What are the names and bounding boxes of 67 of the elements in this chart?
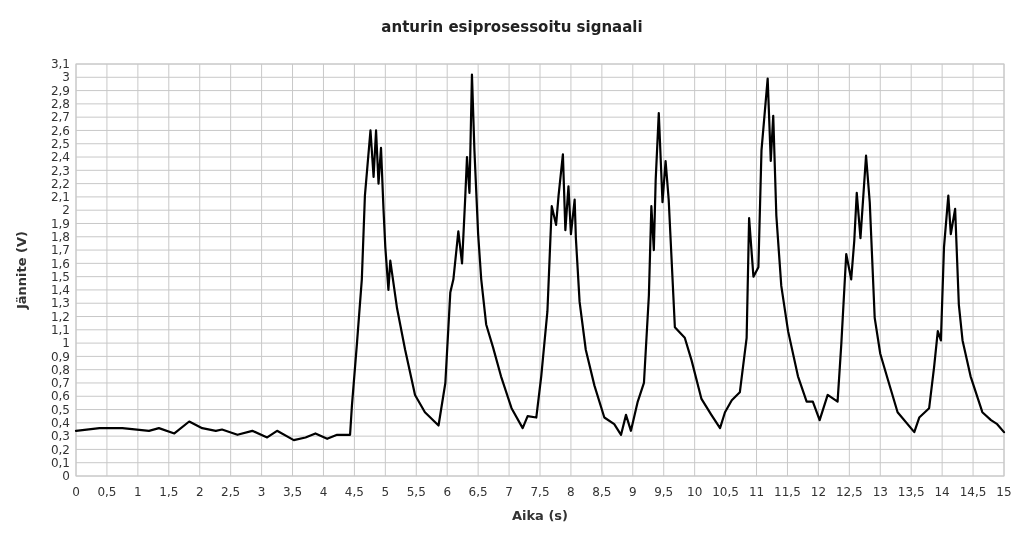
x-tick-label: 5,5 — [406, 485, 426, 499]
y-tick-label: 0,9 — [50, 349, 70, 364]
x-tick-label: 6,5 — [468, 485, 488, 499]
x-tick-label: 14 — [934, 485, 950, 499]
x-tick-label: 3 — [257, 485, 266, 499]
x-tick-label: 9 — [628, 485, 637, 499]
x-tick-label: 6 — [443, 485, 452, 499]
y-tick-label: 2,7 — [50, 110, 70, 125]
x-tick-label: 1 — [134, 485, 142, 499]
y-tick-label: 0,4 — [50, 416, 70, 431]
x-tick-label: 0,5 — [97, 485, 117, 499]
y-tick-label: 1,1 — [50, 323, 70, 338]
y-tick-label: 1,6 — [50, 256, 70, 271]
y-tick-label: 2,4 — [50, 150, 70, 165]
x-tick-label: 7 — [505, 485, 513, 499]
x-tick-label: 11,5 — [774, 485, 801, 499]
y-tick-label: 2,3 — [50, 163, 70, 178]
x-tick-label: 8,5 — [592, 485, 612, 499]
x-tick-label: 12 — [810, 485, 827, 499]
x-tick-label: 14,5 — [959, 485, 987, 499]
y-tick-label: 1,9 — [50, 216, 70, 231]
x-tick-label: 2,5 — [221, 485, 241, 499]
x-tick-label: 12,5 — [835, 485, 863, 499]
y-tick-label: 1,3 — [50, 296, 70, 311]
y-tick-label: 1,4 — [50, 283, 70, 298]
y-tick-label: 2 — [62, 203, 70, 218]
y-tick-label: 2,6 — [50, 123, 70, 138]
y-tick-label: 0,7 — [50, 376, 70, 391]
y-tick-label: 2,9 — [50, 83, 70, 98]
y-tick-label: 1,5 — [50, 269, 70, 284]
y-tick-label: 2,1 — [50, 190, 70, 205]
x-tick-label: 1,5 — [159, 485, 179, 499]
x-tick-label: 2 — [195, 485, 204, 499]
y-tick-label: 1,7 — [50, 243, 70, 258]
x-tick-label: 13,5 — [897, 485, 925, 499]
x-tick-label: 4 — [319, 485, 328, 499]
y-tick-label: 2,8 — [50, 97, 70, 112]
x-tick-label: 11 — [748, 485, 765, 499]
y-tick-label: 0,2 — [50, 442, 70, 457]
x-tick-label: 9,5 — [654, 485, 674, 499]
y-tick-label: 1,2 — [50, 309, 70, 324]
y-tick-label: 0,8 — [50, 362, 70, 377]
x-tick-label: 5 — [381, 485, 390, 499]
x-axis-title: Aika (s) — [511, 508, 569, 523]
y-tick-label: 0,6 — [50, 389, 70, 404]
y-tick-label: 2,5 — [50, 136, 70, 151]
x-tick-label: 15 — [996, 485, 1012, 499]
y-tick-label: 0,3 — [50, 429, 70, 444]
x-tick-label: 3,5 — [282, 485, 303, 499]
x-tick-label: 7,5 — [530, 485, 550, 499]
x-tick-label: 10,5 — [712, 485, 739, 499]
y-tick-label: 1 — [62, 336, 70, 351]
x-tick-label: 8 — [567, 485, 575, 499]
x-tick-label: 4,5 — [344, 485, 364, 499]
y-tick-label: 0,5 — [50, 402, 70, 417]
y-tick-label: 3 — [62, 70, 70, 85]
x-tick-label: 13 — [872, 485, 888, 499]
y-axis-title: Jännite (V) — [14, 230, 29, 311]
line-series — [74, 73, 1006, 442]
y-tick-label: 3,1 — [50, 57, 70, 72]
y-tick-label: 0,1 — [50, 455, 70, 470]
y-tick-label: 2,2 — [50, 176, 70, 191]
x-tick-label: 0 — [72, 485, 80, 499]
x-tick-label: 10 — [687, 485, 703, 499]
chart-title: anturin esiprosessoitu signaali — [381, 18, 643, 36]
y-tick-label: 1,8 — [50, 229, 70, 244]
y-tick-label: 0 — [62, 469, 70, 484]
